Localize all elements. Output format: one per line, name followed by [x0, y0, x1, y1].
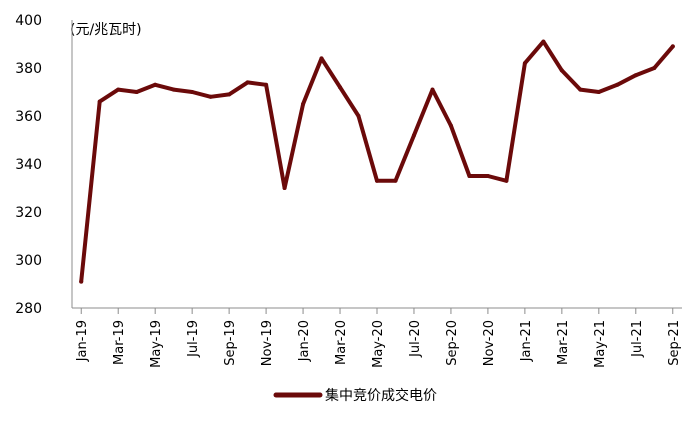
x-tick-label: Sep-19 [223, 320, 238, 366]
data-point [190, 90, 195, 94]
legend: 集中竞价成交电价 [273, 387, 437, 404]
data-point [615, 82, 620, 87]
x-tick-label: Mar-21 [556, 320, 571, 365]
data-point [79, 279, 84, 284]
x-tick-label: Sep-21 [667, 320, 682, 366]
y-tick-label: 320 [15, 205, 42, 221]
data-point [282, 186, 287, 190]
y-tick-label: 300 [15, 253, 42, 269]
data-point [153, 82, 158, 87]
data-point [596, 90, 601, 94]
x-tick-label: Sep-20 [445, 320, 460, 366]
unit-label: (元/兆瓦时) [70, 22, 142, 38]
x-tick-label: Jul-20 [408, 320, 423, 358]
data-point [541, 39, 546, 44]
series-line [79, 39, 675, 284]
data-point [116, 87, 121, 92]
x-tick-label: Jan-19 [75, 320, 90, 362]
x-tick-label: Mar-20 [334, 320, 349, 365]
data-point [208, 94, 213, 99]
y-tick-label: 340 [15, 157, 42, 173]
x-tick-label: Jul-21 [630, 320, 645, 358]
x-tick-label: Mar-19 [112, 320, 127, 365]
data-point [504, 178, 509, 183]
data-point [97, 99, 102, 104]
data-point [412, 133, 416, 138]
x-tick-label: May-21 [593, 320, 608, 368]
data-point [430, 87, 435, 92]
data-point [467, 174, 472, 178]
x-tick-label: Nov-20 [482, 320, 497, 366]
data-point [670, 44, 675, 49]
data-point [301, 102, 306, 106]
data-point [559, 68, 564, 73]
data-point [633, 73, 638, 78]
data-point [448, 123, 453, 128]
data-point [245, 80, 250, 85]
data-point [375, 178, 379, 183]
data-point [338, 85, 342, 90]
data-point [227, 92, 232, 97]
data-point [393, 178, 398, 183]
x-tick-label: Jan-20 [297, 320, 312, 362]
x-tick-label: May-20 [371, 320, 386, 368]
legend-label: 集中竞价成交电价 [325, 387, 437, 404]
x-tick-label: Jan-21 [519, 320, 534, 362]
data-point [319, 56, 324, 61]
data-point [578, 87, 583, 92]
data-point [356, 114, 361, 118]
y-tick-label: 380 [15, 61, 42, 77]
data-point [485, 174, 490, 178]
y-tick-label: 400 [15, 13, 42, 29]
x-tick-label: May-19 [149, 320, 164, 368]
data-point [264, 82, 269, 87]
y-tick-label: 280 [15, 301, 42, 317]
data-point [652, 66, 657, 70]
data-point [171, 87, 176, 92]
y-tick-label: 360 [15, 109, 42, 125]
x-tick-label: Nov-19 [260, 320, 275, 366]
data-point [134, 90, 139, 94]
data-point [522, 61, 527, 66]
x-tick-label: Jul-19 [186, 320, 201, 358]
